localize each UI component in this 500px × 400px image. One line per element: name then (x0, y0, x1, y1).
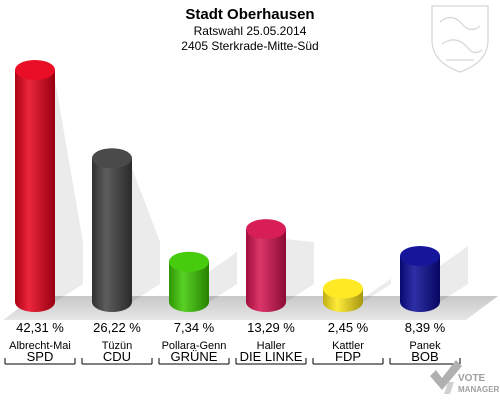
bar-shadow (55, 80, 83, 302)
bar-fdp (323, 278, 391, 312)
vote-check-icon (430, 360, 462, 394)
bar-shadow (286, 239, 314, 302)
party-label-bob: BOB (411, 349, 438, 364)
bar-top (400, 245, 440, 266)
bar-base (246, 292, 286, 312)
candidate-label-cdu: Tüzün (102, 340, 133, 352)
bar-base (169, 292, 209, 312)
value-label-gr-ne: 7,34 % (174, 320, 215, 335)
candidate-label-spd: Albrecht-Mai (9, 340, 71, 352)
candidate-label-gr-ne: Pollara-Genn (162, 340, 227, 352)
bar-top (323, 278, 363, 299)
value-label-cdu: 26,22 % (93, 320, 141, 335)
logo-line1: VOTE (458, 373, 486, 384)
party-label-cdu: CDU (103, 349, 131, 364)
logo-line2: MANAGER (458, 385, 500, 394)
candidate-label-bob: Panek (409, 340, 441, 352)
party-label-spd: SPD (27, 349, 54, 364)
bar-top (169, 251, 209, 272)
bar-bob (400, 245, 468, 312)
value-label-bob: 8,39 % (405, 320, 446, 335)
party-label-fdp: FDP (335, 349, 361, 364)
bar-die-linke (246, 219, 314, 312)
party-label-gr-ne: GRÜNE (171, 349, 218, 364)
bar-body (246, 229, 286, 302)
value-label-spd: 42,31 % (16, 320, 64, 335)
bar-top (92, 148, 132, 169)
bar-base (92, 292, 132, 312)
district-label: 2405 Sterkrade-Mitte-Süd (181, 39, 318, 53)
bar-body (92, 158, 132, 302)
bar-shadow (363, 278, 391, 302)
bars-layer (15, 60, 468, 312)
bar-cdu (92, 148, 160, 312)
bar-base (15, 292, 55, 312)
candidate-label-die-linke: Haller (257, 340, 286, 352)
chart-title: Stadt Oberhausen (185, 6, 314, 23)
bar-top (246, 219, 286, 240)
party-label-die-linke: DIE LINKE (240, 349, 303, 364)
vote-manager-logo: VOTE MANAGER (430, 360, 500, 394)
coat-of-arms-icon (431, 5, 489, 73)
bar-top (15, 60, 55, 80)
bar-gr-ne (169, 251, 237, 312)
candidate-label-fdp: Kattler (332, 340, 364, 352)
value-label-die-linke: 13,29 % (247, 320, 295, 335)
bar-shadow (209, 251, 237, 302)
value-label-fdp: 2,45 % (328, 320, 369, 335)
bar-body (15, 70, 55, 302)
bar-shadow (440, 245, 468, 302)
bar-shadow (132, 168, 160, 302)
bar-base (400, 292, 440, 312)
chart-subtitle: Ratswahl 25.05.2014 (194, 24, 307, 38)
bar-spd (15, 60, 83, 312)
